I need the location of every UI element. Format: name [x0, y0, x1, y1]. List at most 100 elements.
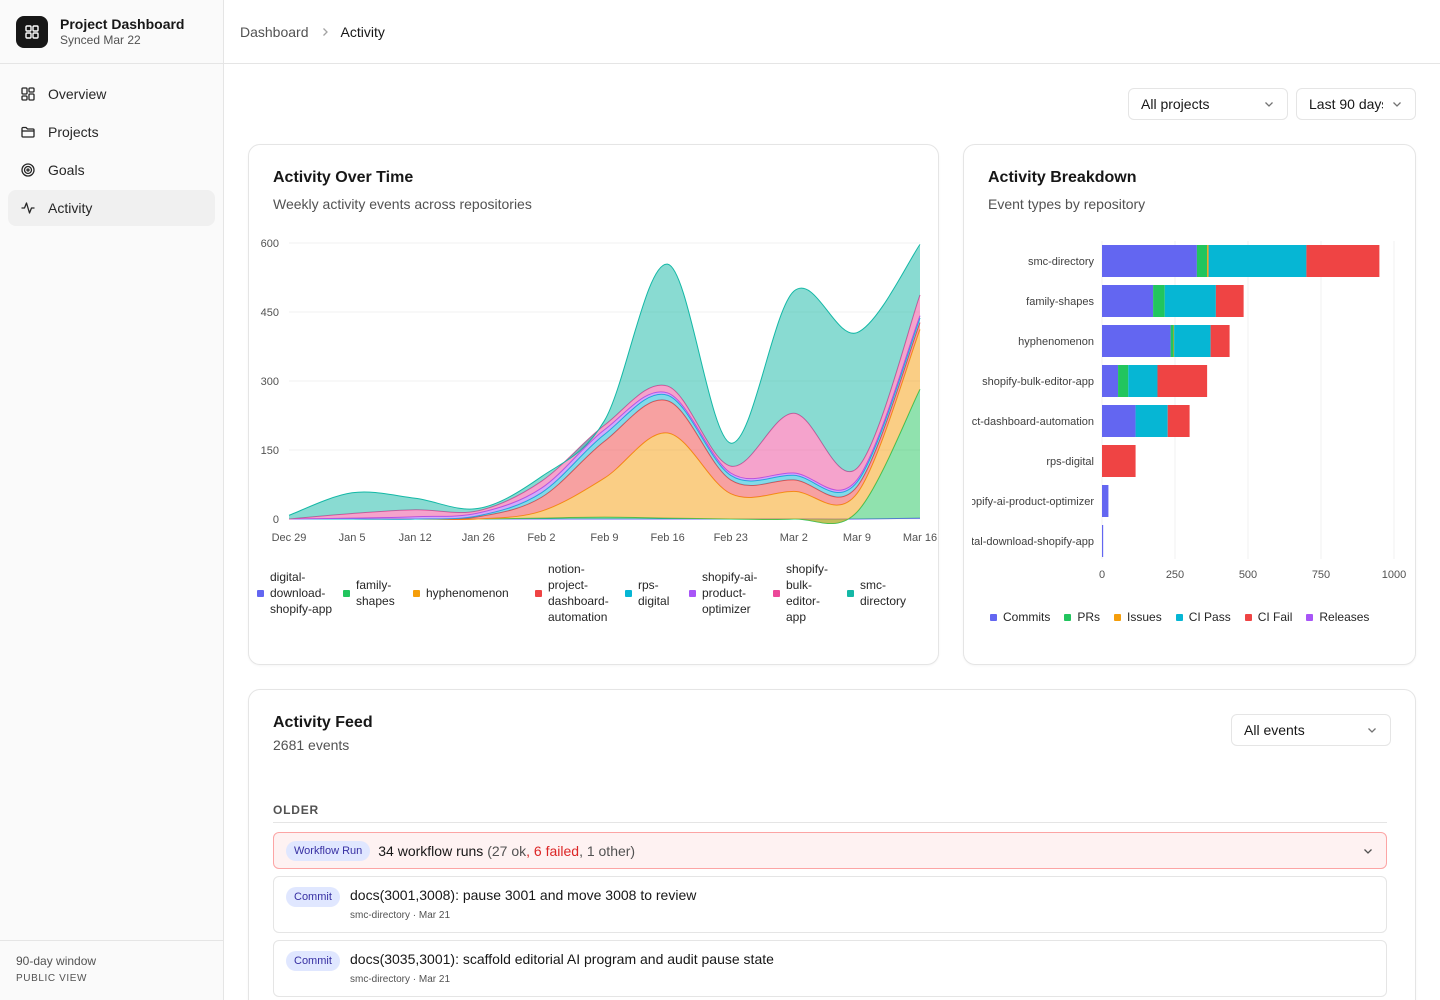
- x-tick-label: Feb 23: [714, 532, 748, 544]
- range-filter-select[interactable]: Last 90 days: [1296, 88, 1416, 120]
- dashboard-logo-icon: [16, 15, 48, 48]
- legend-item[interactable]: rps-​digital: [625, 561, 685, 625]
- x-tick-label: 750: [1312, 569, 1330, 581]
- bar-chart-legend: Commits PRs Issues CI Pass CI Fail Releases: [990, 609, 1369, 625]
- bar-segment-commits[interactable]: [1102, 245, 1197, 277]
- commit-message: docs(3035,3001): scaffold editorial AI p…: [350, 951, 774, 967]
- bar-segment-ci-pass[interactable]: [1164, 285, 1216, 317]
- legend-item[interactable]: shopify-​ai-​product-​optimizer: [689, 561, 769, 625]
- legend-swatch: [689, 589, 696, 597]
- bar-segment-ci-pass[interactable]: [1135, 405, 1168, 437]
- bar-segment-commits[interactable]: [1102, 325, 1171, 357]
- legend-swatch: [1306, 613, 1314, 621]
- sidebar: Project Dashboard Synced Mar 22 Overview…: [0, 0, 224, 1000]
- legend-item[interactable]: PRs: [1064, 609, 1100, 625]
- chevron-down-icon: [1368, 728, 1376, 733]
- workflow-run-count: 34 workflow runs: [378, 842, 484, 859]
- activity-bar-chart: 0 250 500 750 1000 smc-directory family-shapes…: [972, 241, 1406, 581]
- bar-segment-ci-pass[interactable]: [1128, 365, 1158, 397]
- legend-item[interactable]: digital-​download-​shopify-​app: [257, 561, 339, 625]
- sidebar-item-overview[interactable]: Overview: [8, 76, 215, 112]
- y-tick-label: 450: [261, 307, 279, 319]
- legend-label: Commits: [1003, 610, 1051, 624]
- bar-segment-issues[interactable]: [1207, 245, 1209, 277]
- bar-segment-ci-pass[interactable]: [1208, 245, 1307, 277]
- bar-segment-commits[interactable]: [1102, 485, 1109, 517]
- grid-icon: [21, 87, 35, 101]
- commit-row[interactable]: Commit docs(3001,3008): pause 3001 and m…: [273, 876, 1387, 933]
- x-tick-label: Mar 16: [903, 532, 937, 544]
- commit-badge: Commit: [286, 887, 340, 907]
- sidebar-item-activity[interactable]: Activity: [8, 190, 215, 226]
- activity-breakdown-card: Activity Breakdown Event types by reposi…: [963, 144, 1416, 665]
- bar-segment-ci-fail[interactable]: [1210, 325, 1230, 357]
- x-tick-label: Jan 26: [462, 532, 495, 544]
- legend-label: smc-​directory: [860, 578, 907, 608]
- legend-label: rps-​digital: [638, 578, 670, 608]
- area-series-smc-directory: [289, 244, 920, 519]
- bar-segment-ci-fail[interactable]: [1167, 405, 1190, 437]
- x-tick-label: 0: [1099, 569, 1105, 581]
- card-subtitle: Weekly activity events across repositori…: [273, 196, 532, 212]
- chevron-right-icon: [319, 26, 331, 38]
- main-content: Dashboard Activity All projects Last 90 …: [224, 0, 1440, 1000]
- legend-item[interactable]: shopify-​bulk-​editor-​app: [773, 561, 843, 625]
- card-subtitle: Event types by repository: [988, 196, 1146, 212]
- y-tick-label: 150: [261, 445, 279, 457]
- legend-label: Issues: [1127, 610, 1162, 624]
- legend-item[interactable]: Releases: [1306, 609, 1369, 625]
- bar-segment-ci-fail[interactable]: [1157, 365, 1208, 397]
- chevron-down-icon[interactable]: [1362, 845, 1374, 857]
- legend-item[interactable]: hyphenomenon: [413, 561, 531, 625]
- bar-segment-prs[interactable]: [1196, 245, 1208, 277]
- bar-segment-prs[interactable]: [1170, 325, 1174, 357]
- bar-segment-commits[interactable]: [1102, 405, 1136, 437]
- breadcrumb-current: Activity: [340, 23, 385, 40]
- target-icon: [21, 163, 35, 177]
- bar-segment-commits[interactable]: [1102, 365, 1119, 397]
- sidebar-item-label: Projects: [48, 124, 99, 140]
- sidebar-item-label: Overview: [48, 86, 107, 102]
- section-divider: [273, 822, 1387, 823]
- area-line-smc-directory: [288, 244, 921, 516]
- project-filter-select[interactable]: All projects: [1128, 88, 1288, 120]
- breadcrumb-dashboard[interactable]: Dashboard: [240, 23, 309, 40]
- legend-swatch: [1175, 613, 1183, 621]
- legend-item[interactable]: notion-​project-​dashboard-​automation: [535, 561, 621, 625]
- legend-label: PRs: [1077, 610, 1101, 624]
- event-filter-select[interactable]: All events: [1231, 714, 1391, 746]
- workflow-run-other: , 1 other): [579, 842, 636, 859]
- bar-segment-prs[interactable]: [1153, 285, 1165, 317]
- event-filter-value: All events: [1244, 722, 1305, 738]
- feed-event-count: 2681 events: [273, 737, 350, 753]
- legend-swatch: [990, 613, 997, 621]
- legend-swatch: [1064, 613, 1072, 621]
- legend-item[interactable]: family-​shapes: [343, 561, 409, 625]
- bar-segment-ci-pass[interactable]: [1174, 325, 1211, 357]
- legend-item[interactable]: Commits: [990, 609, 1050, 625]
- commit-badge: Commit: [286, 951, 340, 971]
- legend-item[interactable]: smc-​directory: [847, 561, 927, 625]
- bar-segment-ci-fail[interactable]: [1215, 285, 1244, 317]
- legend-swatch: [773, 589, 780, 597]
- brand-header[interactable]: Project Dashboard Synced Mar 22: [0, 0, 223, 64]
- commit-row[interactable]: Commit docs(3035,3001): scaffold editori…: [273, 940, 1387, 997]
- legend-label: shopify-​ai-​product-​optimizer: [702, 570, 758, 616]
- legend-label: family-​shapes: [356, 578, 395, 608]
- bar-segment-prs[interactable]: [1118, 365, 1129, 397]
- legend-item[interactable]: CI Fail: [1244, 609, 1292, 625]
- workflow-run-group-row[interactable]: Workflow Run 34 workflow runs (27 ok, 6 …: [273, 832, 1387, 869]
- bar-segment-issues[interactable]: [1173, 325, 1175, 357]
- legend-item[interactable]: CI Pass: [1175, 609, 1231, 625]
- legend-item[interactable]: Issues: [1114, 609, 1162, 625]
- workflow-run-failed: , 6 failed: [526, 842, 580, 859]
- bar-segment-commits[interactable]: [1102, 525, 1104, 557]
- sidebar-item-projects[interactable]: Projects: [8, 114, 215, 150]
- y-category-label: digital-download-shopify-app: [972, 536, 1094, 548]
- y-tick-label: 0: [273, 514, 279, 526]
- bar-segment-ci-fail[interactable]: [1306, 245, 1380, 277]
- sidebar-item-goals[interactable]: Goals: [8, 152, 215, 188]
- y-tick-label: 300: [261, 376, 279, 388]
- bar-segment-commits[interactable]: [1102, 285, 1154, 317]
- bar-segment-ci-fail[interactable]: [1102, 445, 1136, 477]
